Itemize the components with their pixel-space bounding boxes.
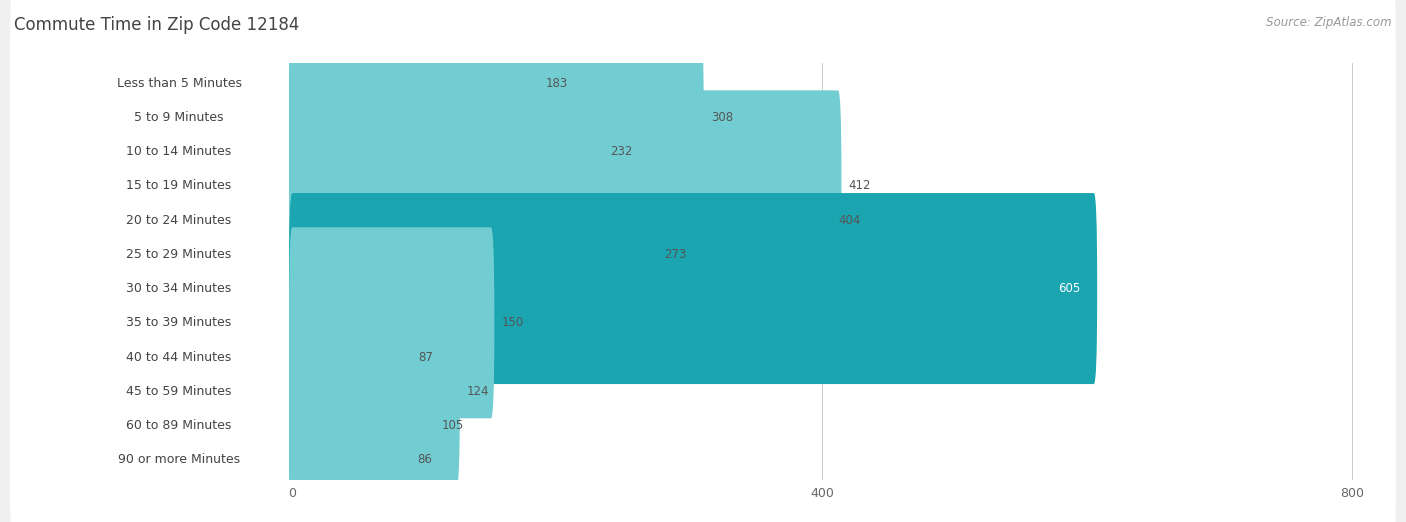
Text: 308: 308: [711, 111, 733, 124]
Text: 605: 605: [1059, 282, 1081, 295]
FancyBboxPatch shape: [10, 239, 1396, 476]
Text: 15 to 19 Minutes: 15 to 19 Minutes: [127, 180, 232, 193]
FancyBboxPatch shape: [72, 331, 287, 522]
Text: Commute Time in Zip Code 12184: Commute Time in Zip Code 12184: [14, 16, 299, 33]
Text: 87: 87: [418, 350, 433, 363]
Text: 412: 412: [849, 180, 872, 193]
Text: Less than 5 Minutes: Less than 5 Minutes: [117, 77, 242, 90]
FancyBboxPatch shape: [72, 195, 287, 451]
Text: 25 to 29 Minutes: 25 to 29 Minutes: [127, 248, 232, 261]
FancyBboxPatch shape: [72, 297, 287, 522]
Text: 273: 273: [665, 248, 688, 261]
FancyBboxPatch shape: [290, 296, 460, 487]
FancyBboxPatch shape: [290, 159, 657, 350]
FancyBboxPatch shape: [10, 67, 1396, 304]
FancyBboxPatch shape: [72, 160, 287, 417]
FancyBboxPatch shape: [72, 229, 287, 485]
Text: 20 to 24 Minutes: 20 to 24 Minutes: [127, 213, 232, 227]
FancyBboxPatch shape: [10, 0, 1396, 236]
FancyBboxPatch shape: [290, 22, 703, 213]
FancyBboxPatch shape: [10, 170, 1396, 407]
FancyBboxPatch shape: [72, 23, 287, 280]
FancyBboxPatch shape: [290, 330, 434, 521]
FancyBboxPatch shape: [290, 262, 411, 453]
FancyBboxPatch shape: [290, 193, 1097, 384]
FancyBboxPatch shape: [72, 126, 287, 383]
FancyBboxPatch shape: [10, 33, 1396, 270]
FancyBboxPatch shape: [10, 341, 1396, 522]
Text: 45 to 59 Minutes: 45 to 59 Minutes: [127, 385, 232, 398]
Text: 404: 404: [838, 213, 860, 227]
FancyBboxPatch shape: [290, 0, 538, 179]
Text: 150: 150: [502, 316, 524, 329]
FancyBboxPatch shape: [290, 56, 603, 247]
FancyBboxPatch shape: [72, 57, 287, 314]
FancyBboxPatch shape: [290, 90, 841, 281]
Text: 232: 232: [610, 145, 633, 158]
FancyBboxPatch shape: [10, 136, 1396, 373]
Text: 86: 86: [416, 453, 432, 466]
FancyBboxPatch shape: [72, 0, 287, 211]
FancyBboxPatch shape: [72, 0, 287, 246]
Text: 90 or more Minutes: 90 or more Minutes: [118, 453, 240, 466]
Text: 5 to 9 Minutes: 5 to 9 Minutes: [134, 111, 224, 124]
FancyBboxPatch shape: [10, 204, 1396, 441]
Text: 183: 183: [546, 77, 568, 90]
Text: 124: 124: [467, 385, 489, 398]
FancyBboxPatch shape: [10, 307, 1396, 522]
FancyBboxPatch shape: [10, 273, 1396, 509]
FancyBboxPatch shape: [72, 263, 287, 519]
FancyBboxPatch shape: [290, 125, 831, 316]
FancyBboxPatch shape: [72, 92, 287, 348]
Text: 60 to 89 Minutes: 60 to 89 Minutes: [127, 419, 232, 432]
Text: Source: ZipAtlas.com: Source: ZipAtlas.com: [1267, 16, 1392, 29]
FancyBboxPatch shape: [10, 0, 1396, 201]
FancyBboxPatch shape: [10, 102, 1396, 339]
Text: 30 to 34 Minutes: 30 to 34 Minutes: [127, 282, 232, 295]
FancyBboxPatch shape: [290, 364, 409, 522]
Text: 105: 105: [441, 419, 464, 432]
Text: 10 to 14 Minutes: 10 to 14 Minutes: [127, 145, 232, 158]
Text: 40 to 44 Minutes: 40 to 44 Minutes: [127, 350, 232, 363]
Text: 35 to 39 Minutes: 35 to 39 Minutes: [127, 316, 232, 329]
FancyBboxPatch shape: [290, 227, 495, 418]
